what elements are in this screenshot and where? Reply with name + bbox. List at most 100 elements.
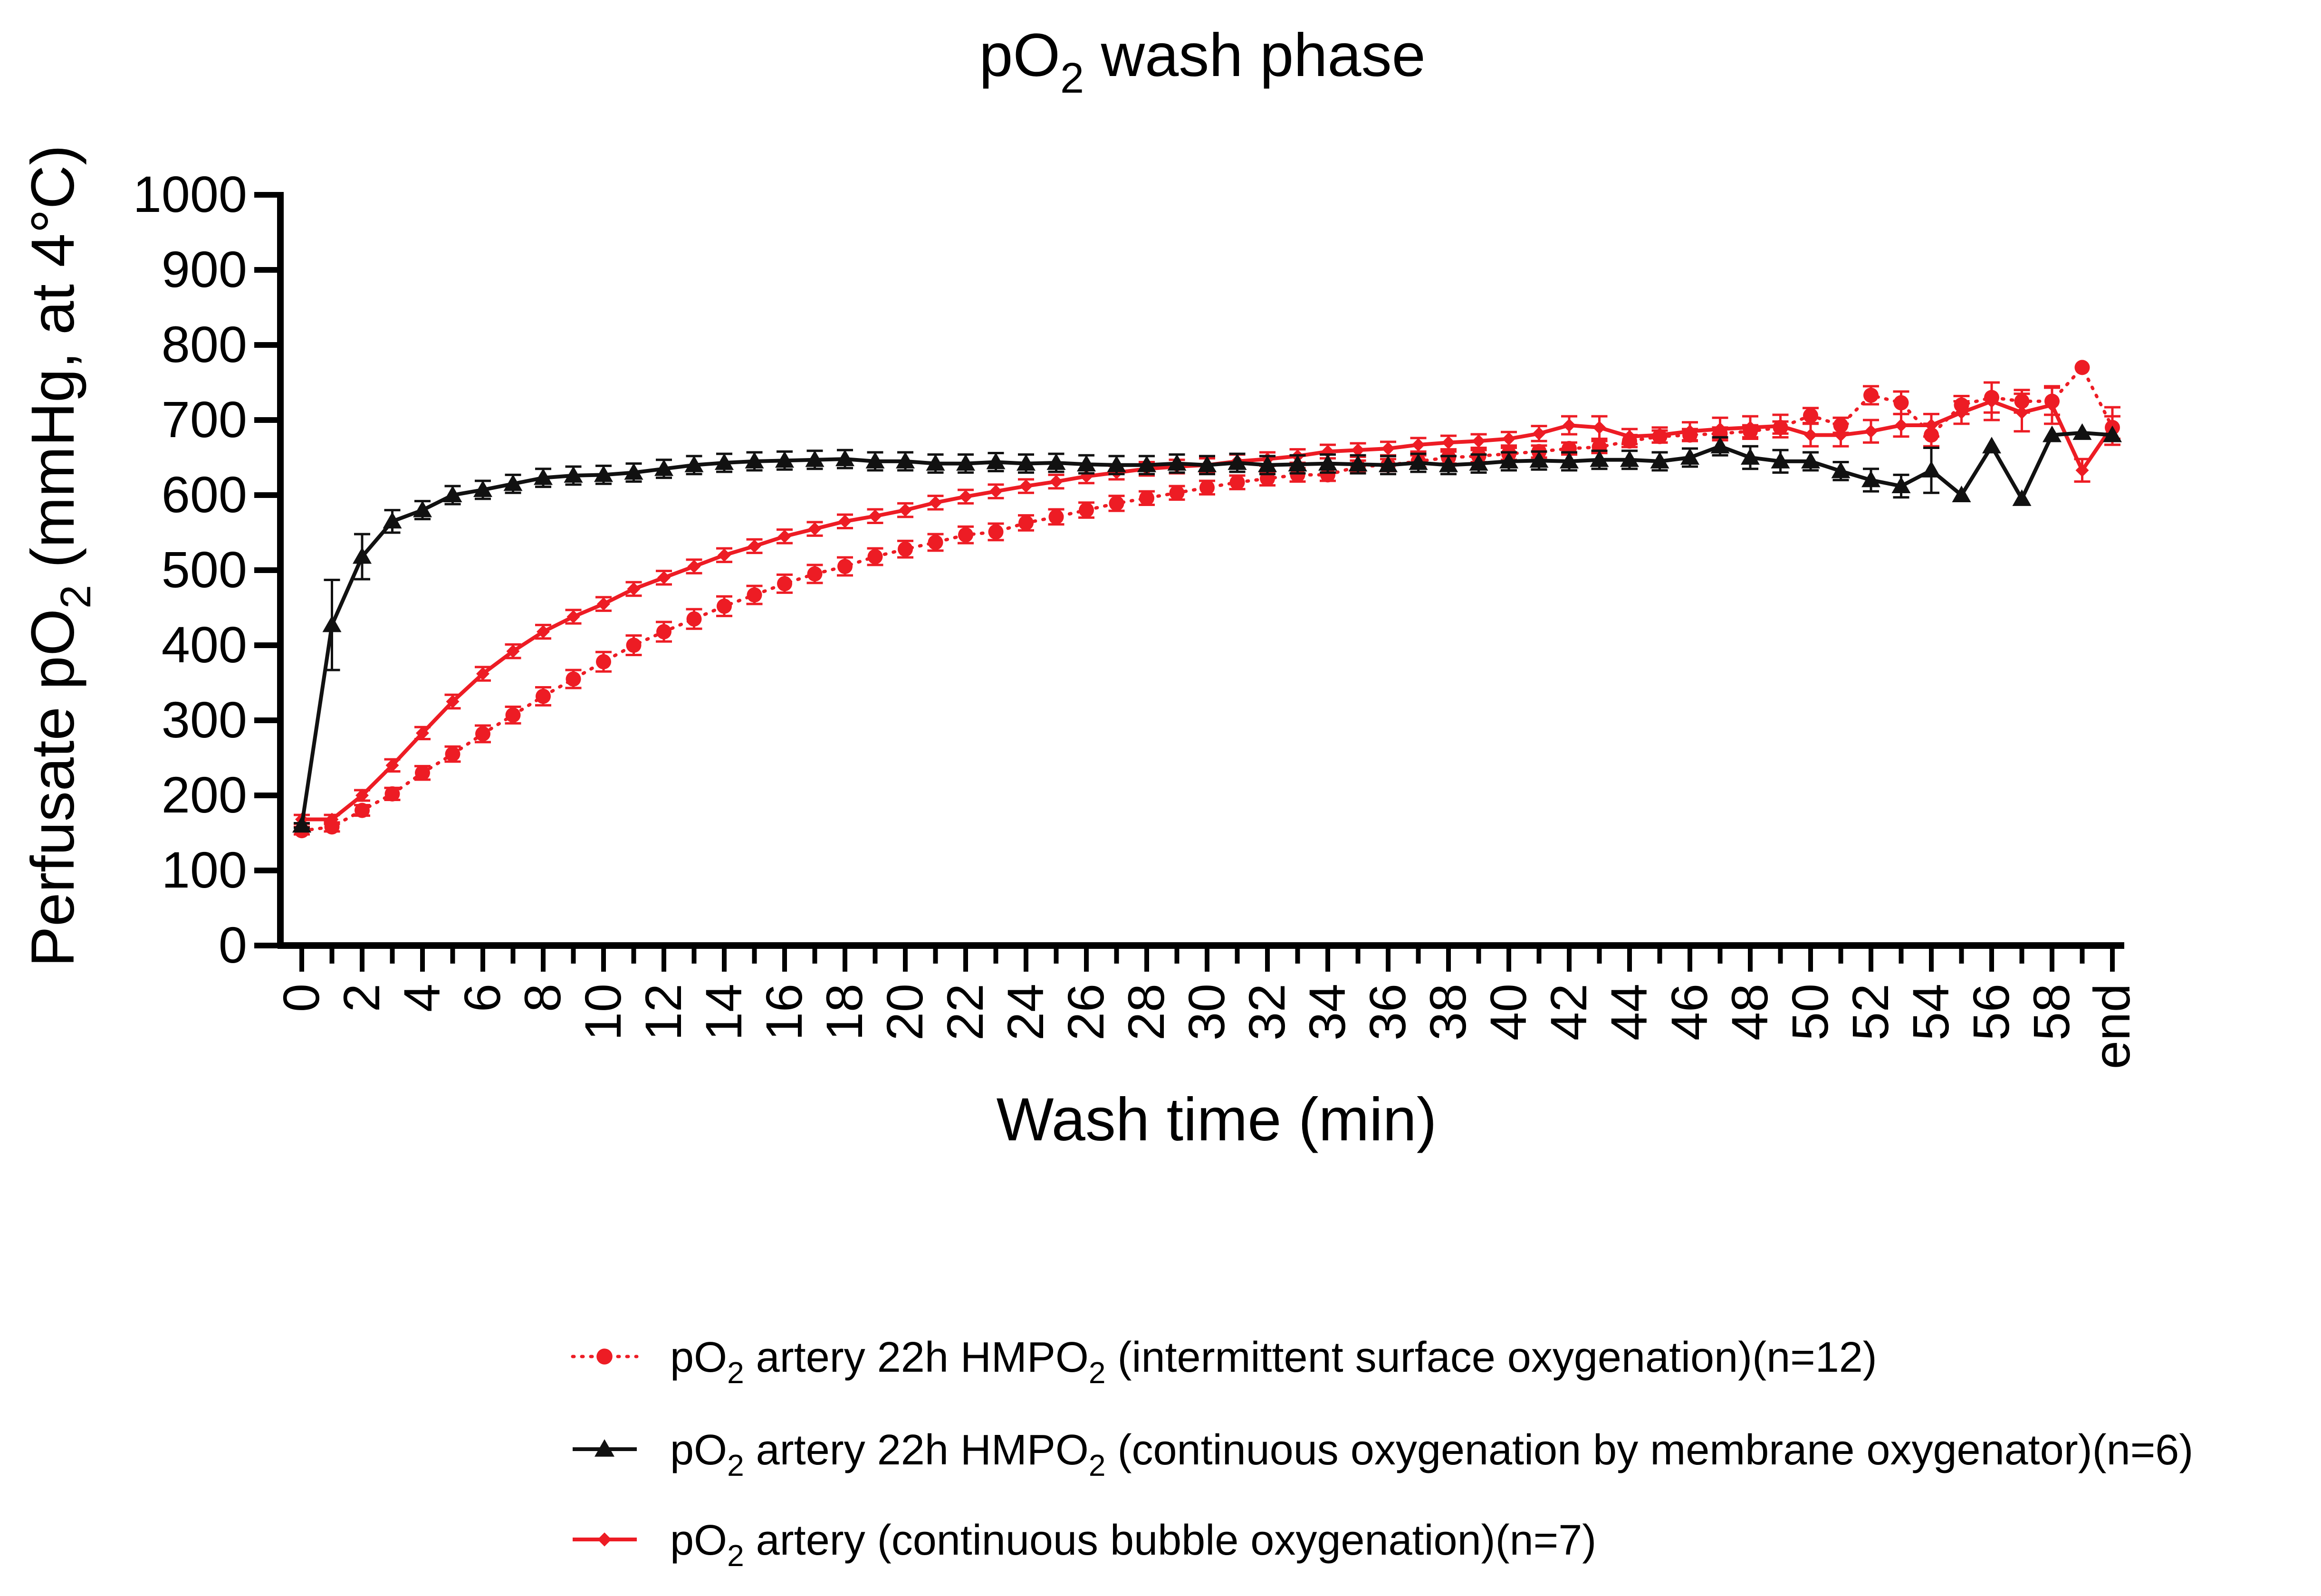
data-point-bubble <box>808 522 822 536</box>
chart-title-sub: 2 <box>1060 55 1084 102</box>
data-point-membrane <box>1258 455 1277 472</box>
data-point-intermittent <box>686 611 702 627</box>
x-tick-label: 44 <box>1600 984 1658 1041</box>
data-point-membrane <box>1801 451 1820 468</box>
data-point-bubble <box>446 695 460 708</box>
axes <box>277 192 2124 949</box>
x-tick-label: 46 <box>1660 984 1718 1041</box>
data-point-membrane <box>353 547 372 564</box>
data-point-bubble <box>1744 421 1757 434</box>
data-point-membrane <box>1891 477 1911 494</box>
data-point-intermittent <box>656 624 671 640</box>
data-point-intermittent <box>384 786 400 802</box>
data-point-bubble <box>1592 421 1606 434</box>
x-axis-label: Wash time (min) <box>997 1086 1437 1154</box>
data-point-membrane <box>654 459 673 476</box>
series-intermittent <box>294 360 2120 839</box>
data-point-intermittent <box>2074 360 2090 375</box>
data-point-bubble <box>778 529 791 543</box>
data-point-bubble <box>1019 479 1033 493</box>
data-point-membrane <box>1922 460 1941 478</box>
legend-item-membrane: pO2 artery 22h HMPO2 (continuous oxygena… <box>573 1426 2193 1482</box>
data-point-membrane <box>1741 448 1760 465</box>
data-point-bubble <box>506 644 520 658</box>
data-point-membrane <box>1077 455 1096 472</box>
data-point-intermittent <box>1048 509 1064 525</box>
data-point-intermittent <box>536 688 551 704</box>
x-tick-label: 26 <box>1057 984 1114 1041</box>
data-point-intermittent <box>1169 485 1185 501</box>
data-point-bubble <box>1381 442 1395 456</box>
x-tick-label: 20 <box>876 984 933 1041</box>
y-tick-label: 200 <box>162 766 247 823</box>
data-point-membrane <box>443 486 462 502</box>
data-point-bubble <box>476 667 489 681</box>
x-tick-label: 2 <box>333 984 390 1012</box>
data-point-membrane <box>1620 450 1639 467</box>
data-point-bubble <box>2075 463 2089 477</box>
data-point-intermittent <box>626 638 642 653</box>
data-point-bubble <box>1563 419 1576 432</box>
data-point-membrane <box>775 451 794 468</box>
data-point-membrane <box>926 454 945 471</box>
x-tick-label: 32 <box>1238 984 1295 1041</box>
x-tick-label: end <box>2083 984 2140 1069</box>
y-tick-label: 0 <box>219 916 247 974</box>
x-tick-label: 8 <box>514 984 571 1012</box>
y-axis-ticks: 0 100 200 300 400 500 600 700 800 900 1000 <box>133 165 280 974</box>
data-point-bubble <box>1623 430 1636 443</box>
legend-label: pO2 artery (continuous bubble oxygenatio… <box>670 1517 1596 1573</box>
legend-label-text: (intermittent surface oxygenation)(n=12) <box>1105 1334 1877 1381</box>
data-point-bubble <box>748 539 761 553</box>
data-point-membrane <box>2043 425 2062 442</box>
data-point-bubble <box>657 571 671 584</box>
x-tick-label: 56 <box>1962 984 2020 1041</box>
y-axis-label-sub: 2 <box>52 585 100 609</box>
x-tick-label: 22 <box>936 984 994 1041</box>
data-point-membrane <box>1650 451 1669 468</box>
data-point-membrane <box>2012 489 2032 506</box>
legend-item-bubble: pO2 artery (continuous bubble oxygenatio… <box>573 1517 1596 1573</box>
data-point-bubble <box>597 597 610 611</box>
data-point-intermittent <box>928 535 943 550</box>
x-tick-label: 24 <box>997 984 1054 1041</box>
x-tick-label: 40 <box>1479 984 1537 1041</box>
data-point-membrane <box>1167 454 1187 471</box>
data-point-membrane <box>1409 453 1428 470</box>
legend-marker <box>595 1439 614 1457</box>
legend-item-intermittent: pO2 artery 22h HMPO2 (intermittent surfa… <box>571 1334 1877 1390</box>
x-tick-label: 58 <box>2023 984 2080 1041</box>
x-tick-label: 36 <box>1359 984 1416 1041</box>
data-point-membrane <box>1379 455 1398 472</box>
x-tick-label: 16 <box>755 984 813 1041</box>
legend-marker <box>597 1532 612 1547</box>
data-point-membrane <box>1952 486 1971 502</box>
data-point-bubble <box>385 758 399 772</box>
legend-label: pO2 artery 22h HMPO2 (continuous oxygena… <box>670 1426 2193 1482</box>
data-point-intermittent <box>988 524 1004 540</box>
y-tick-label: 900 <box>162 240 247 298</box>
data-point-bubble <box>1894 419 1908 432</box>
data-point-membrane <box>805 450 825 467</box>
data-point-bubble <box>989 485 1003 498</box>
y-tick-label: 600 <box>162 466 247 523</box>
data-point-intermittent <box>566 671 581 687</box>
data-point-membrane <box>1017 454 1036 471</box>
x-tick-label: 0 <box>272 984 330 1012</box>
y-tick-label: 500 <box>162 541 247 598</box>
data-point-membrane <box>2072 423 2092 440</box>
x-tick-label: 12 <box>634 984 692 1041</box>
y-tick-label: 1000 <box>133 165 247 223</box>
legend-label-text: artery 22h HMPO <box>744 1426 1089 1474</box>
data-point-membrane <box>1560 451 1579 468</box>
series-bubble <box>294 381 2120 826</box>
data-point-bubble <box>1985 394 1998 408</box>
data-point-intermittent <box>445 746 460 762</box>
chart-title-main: pO <box>979 21 1060 89</box>
chart-title-rest: wash phase <box>1084 21 1426 89</box>
x-tick-label: 48 <box>1721 984 1778 1041</box>
data-point-bubble <box>566 610 580 623</box>
legend-marker <box>596 1348 613 1365</box>
data-point-intermittent <box>898 541 913 557</box>
